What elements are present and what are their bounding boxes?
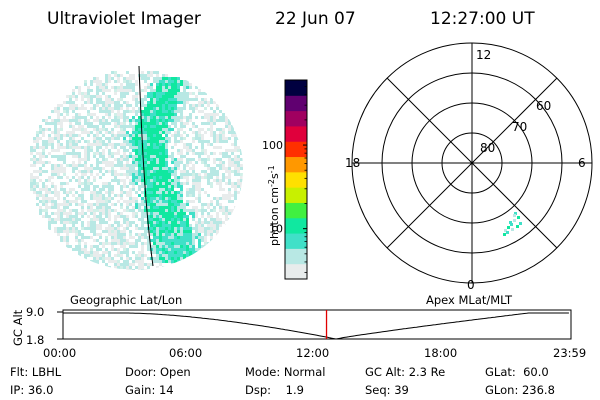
colorbar: [284, 79, 308, 280]
info-seq: Seq: 39: [365, 383, 409, 397]
colorbar-segment: [285, 156, 307, 173]
terminator-line: [138, 65, 154, 267]
colorbar-segment: [285, 187, 307, 203]
timeline-xtick-3: 18:00: [424, 346, 458, 360]
polar-label-lat-80: 80: [480, 141, 495, 155]
timeline-left-label: Geographic Lat/Lon: [70, 293, 183, 307]
info-gain: Gain: 14: [125, 383, 174, 397]
polar-label-mlt-12: 12: [476, 48, 491, 62]
colorbar-segment: [285, 125, 307, 142]
altitude-timeline: [57, 309, 572, 340]
info-filter: Flt: LBHL: [10, 365, 62, 379]
timeline-y-title: GC Alt: [11, 309, 25, 346]
info-glon: GLon: 236.8: [485, 383, 555, 397]
timeline-xtick-1: 06:00: [169, 346, 203, 360]
colorbar-segment: [285, 248, 307, 265]
timeline-xtick-0: 00:00: [43, 346, 77, 360]
uv-earth-image: [30, 71, 243, 270]
timeline-frame: [62, 309, 572, 340]
observation-date: 22 Jun 07: [275, 9, 356, 29]
polar-label-mlt-6: 6: [578, 156, 586, 170]
colorbar-segment: [285, 233, 307, 249]
colorbar-segment: [285, 95, 307, 112]
polar-label-lat-60: 60: [536, 99, 551, 113]
timeline-xtick-4: 23:59: [553, 346, 587, 360]
info-mode: Mode: Normal: [245, 365, 326, 379]
timeline-ytick-bottom: 1.8: [26, 333, 45, 347]
observation-time: 12:27:00 UT: [430, 9, 535, 29]
colorbar-unit-label: photon cm-2s-1: [267, 165, 281, 246]
polar-diagonal-2: [386, 77, 558, 249]
polar-label-mlt-0: 0: [467, 278, 475, 292]
polar-plot: [351, 42, 593, 284]
info-dsp: Dsp: 1.9: [245, 383, 304, 397]
polar-label-mlt-18: 18: [345, 156, 360, 170]
info-door: Door: Open: [125, 365, 191, 379]
colorbar-segment: [285, 202, 307, 219]
timeline-right-label: Apex MLat/MLT: [426, 293, 513, 307]
polar-label-lat-70: 70: [512, 120, 527, 134]
colorbar-segment: [285, 217, 307, 234]
colorbar-ticks: 100 10: [262, 86, 307, 273]
colorbar-segment: [285, 110, 307, 127]
colorbar-tick-label: 100: [262, 139, 283, 152]
instrument-title: Ultraviolet Imager: [47, 9, 201, 29]
colorbar-segment: [285, 263, 307, 280]
colorbar-segment: [285, 141, 307, 158]
polar-aurora-patch: [503, 212, 522, 236]
colorbar-segment: [285, 80, 307, 96]
info-gc-alt: GC Alt: 2.3 Re: [365, 365, 446, 379]
colorbar-frame: [284, 79, 308, 280]
timeline-xtick-2: 12:00: [296, 346, 330, 360]
info-glat: GLat: 60.0: [485, 365, 549, 379]
timeline-ytick-top: 9.0: [26, 305, 45, 319]
altitude-curve: [63, 312, 569, 340]
colorbar-tick-label: 10: [269, 223, 283, 236]
info-ip: IP: 36.0: [10, 383, 54, 397]
colorbar-segment: [285, 171, 307, 188]
